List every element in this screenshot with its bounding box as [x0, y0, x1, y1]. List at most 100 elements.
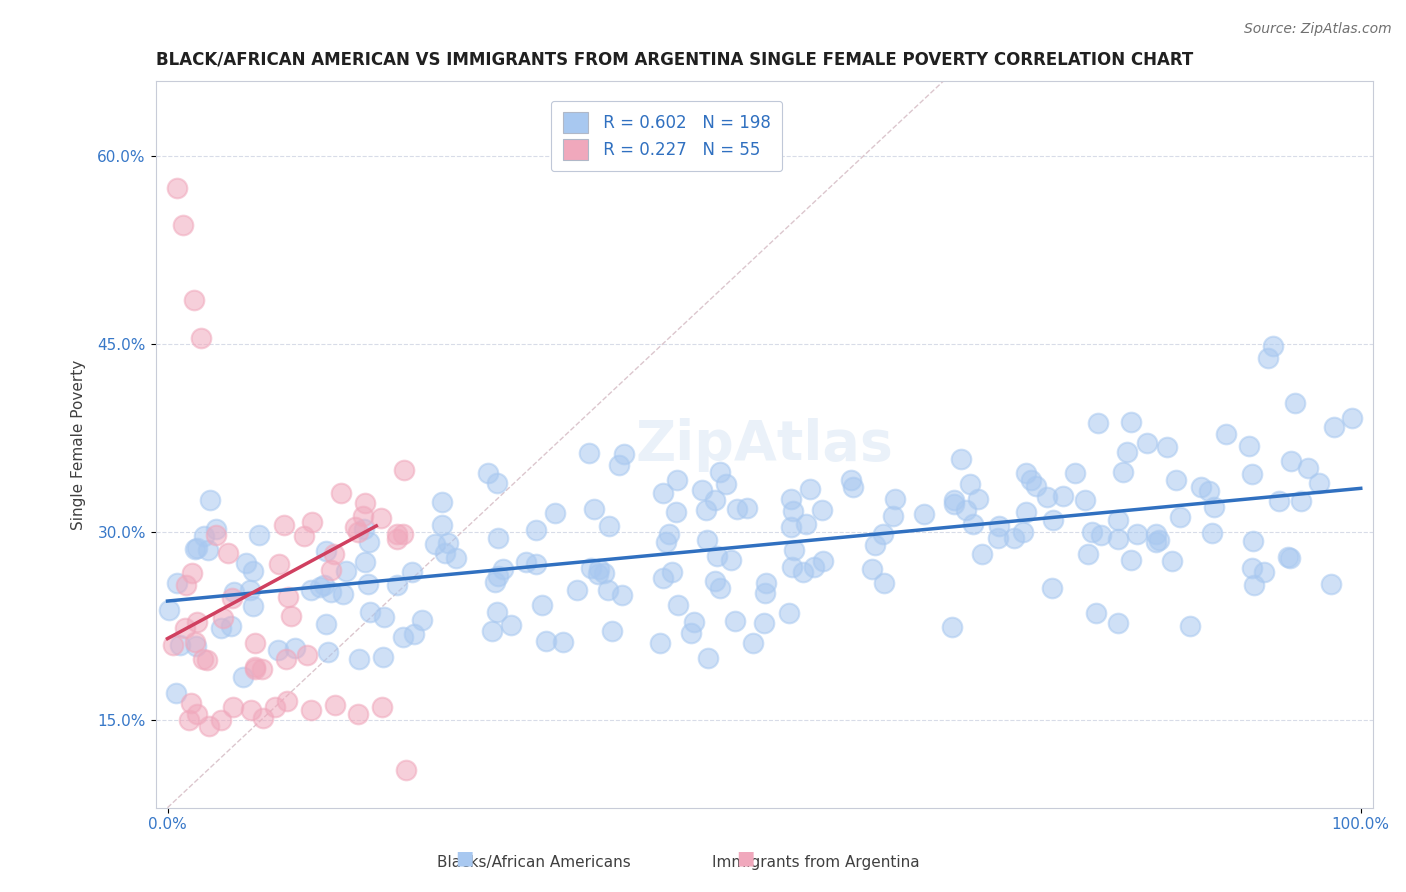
- Point: [1077, 547, 1099, 561]
- Point: [1002, 531, 1025, 545]
- Point: [401, 565, 423, 579]
- Point: [332, 587, 354, 601]
- Point: [184, 542, 207, 557]
- Point: [696, 533, 718, 547]
- Point: [959, 477, 981, 491]
- Point: [782, 542, 804, 557]
- Point: [186, 706, 208, 721]
- Point: [243, 636, 266, 650]
- Point: [242, 564, 264, 578]
- Point: [1278, 551, 1301, 566]
- Point: [1166, 473, 1188, 487]
- Point: [1241, 467, 1264, 481]
- Point: [1012, 525, 1035, 540]
- Point: [183, 293, 205, 308]
- Point: [486, 532, 509, 546]
- Point: [709, 465, 731, 479]
- Point: [884, 491, 907, 506]
- Point: [811, 502, 834, 516]
- Point: [295, 648, 318, 662]
- Point: [1263, 339, 1285, 353]
- Point: [588, 562, 610, 576]
- Point: [1090, 528, 1112, 542]
- Point: [524, 557, 547, 571]
- Point: [402, 627, 425, 641]
- Point: [391, 527, 413, 541]
- Point: [395, 763, 418, 777]
- Point: [949, 451, 972, 466]
- Point: [267, 557, 290, 571]
- Point: [1144, 527, 1167, 541]
- Point: [1279, 454, 1302, 468]
- Point: [250, 662, 273, 676]
- Point: [166, 181, 188, 195]
- Point: [658, 526, 681, 541]
- Point: [309, 580, 332, 594]
- Point: [321, 563, 343, 577]
- Point: [205, 527, 228, 541]
- Point: [690, 483, 713, 498]
- Point: [315, 617, 337, 632]
- Point: [873, 575, 896, 590]
- Point: [1284, 396, 1306, 410]
- Point: [1156, 440, 1178, 454]
- Point: [191, 652, 214, 666]
- Point: [162, 638, 184, 652]
- Point: [665, 504, 688, 518]
- Point: [1107, 615, 1129, 630]
- Point: [695, 502, 717, 516]
- Point: [703, 574, 725, 589]
- Point: [370, 511, 392, 525]
- Point: [1111, 465, 1133, 479]
- Point: [567, 582, 589, 597]
- Point: [972, 547, 994, 561]
- Point: [252, 710, 274, 724]
- Point: [343, 520, 366, 534]
- Point: [1015, 467, 1038, 481]
- Point: [593, 566, 616, 581]
- Text: ■: ■: [735, 848, 755, 867]
- Point: [166, 575, 188, 590]
- Point: [209, 621, 232, 635]
- Point: [329, 485, 352, 500]
- Point: [598, 583, 620, 598]
- Point: [437, 536, 460, 550]
- Point: [579, 561, 602, 575]
- Point: [423, 537, 446, 551]
- Point: [1289, 494, 1312, 508]
- Text: BLACK/AFRICAN AMERICAN VS IMMIGRANTS FROM ARGENTINA SINGLE FEMALE POVERTY CORREL: BLACK/AFRICAN AMERICAN VS IMMIGRANTS FRO…: [156, 51, 1192, 69]
- Point: [543, 506, 565, 520]
- Point: [335, 564, 357, 578]
- Point: [967, 492, 990, 507]
- Point: [1202, 500, 1225, 514]
- Point: [1267, 494, 1289, 508]
- Point: [1064, 466, 1087, 480]
- Point: [598, 519, 620, 533]
- Point: [531, 598, 554, 612]
- Point: [1160, 554, 1182, 568]
- Point: [486, 568, 509, 582]
- Point: [610, 588, 633, 602]
- Point: [198, 493, 221, 508]
- Point: [347, 652, 370, 666]
- Point: [353, 521, 375, 535]
- Point: [742, 636, 765, 650]
- Point: [651, 485, 673, 500]
- Point: [955, 503, 977, 517]
- Point: [1168, 510, 1191, 524]
- Point: [319, 585, 342, 599]
- Point: [299, 703, 322, 717]
- Point: [799, 482, 821, 496]
- Point: [778, 606, 800, 620]
- Point: [1215, 427, 1237, 442]
- Point: [613, 447, 636, 461]
- Text: Immigrants from Argentina: Immigrants from Argentina: [711, 855, 920, 870]
- Point: [1019, 473, 1042, 487]
- Point: [1107, 513, 1129, 527]
- Point: [1257, 351, 1279, 366]
- Point: [197, 542, 219, 557]
- Point: [582, 502, 605, 516]
- Point: [312, 578, 335, 592]
- Point: [1052, 489, 1074, 503]
- Point: [651, 571, 673, 585]
